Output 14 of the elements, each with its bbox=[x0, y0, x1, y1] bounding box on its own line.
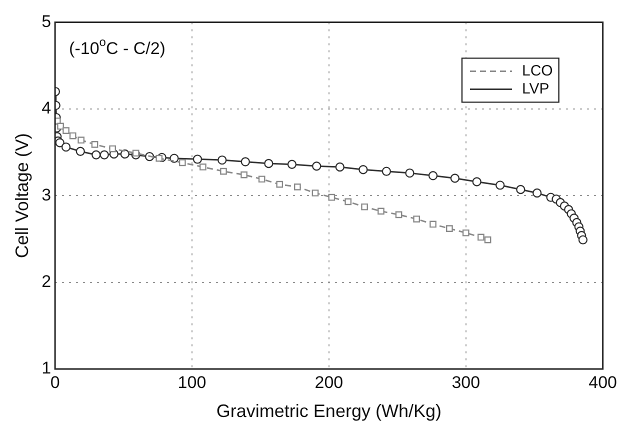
y-tick-label: 4 bbox=[42, 98, 52, 118]
x-tick-label: 400 bbox=[588, 372, 618, 392]
legend-label: LCO bbox=[522, 62, 553, 80]
x-tick-label: 200 bbox=[314, 372, 344, 392]
legend-label: LVP bbox=[522, 80, 550, 98]
x-tick-label: 100 bbox=[178, 372, 206, 392]
x-tick-label: 300 bbox=[452, 372, 480, 392]
y-tick-label: 3 bbox=[42, 185, 52, 204]
x-tick-label: 0 bbox=[50, 372, 60, 392]
y-tick-label: 1 bbox=[42, 358, 52, 378]
y-tick-label: 2 bbox=[42, 272, 52, 291]
y-tick-label: 5 bbox=[42, 12, 52, 31]
y-axis-title: Cell Voltage (V) bbox=[12, 133, 32, 258]
x-axis-title: Gravimetric Energy (Wh/Kg) bbox=[216, 401, 442, 422]
